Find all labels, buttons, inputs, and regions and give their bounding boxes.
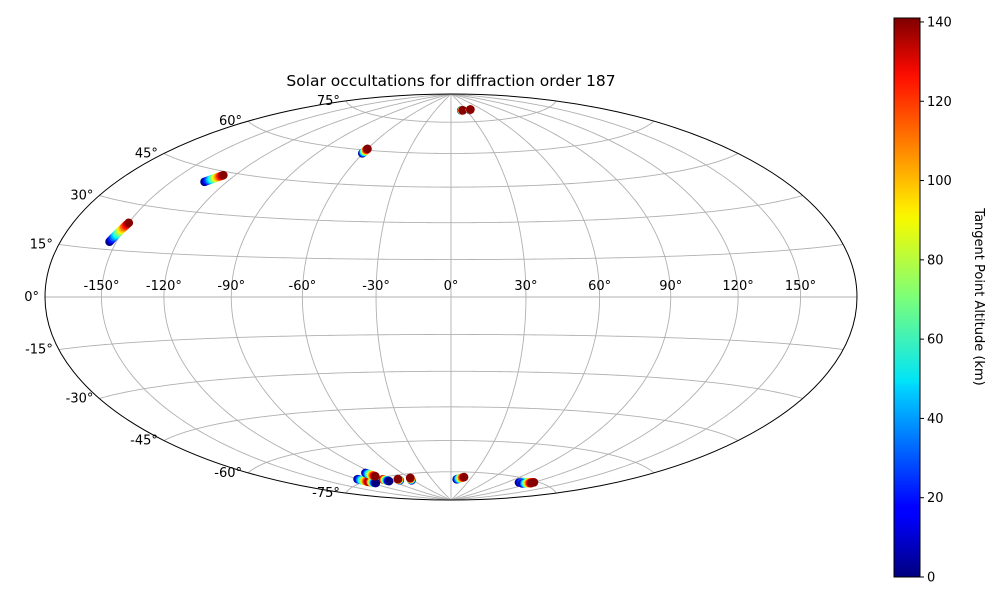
latitude-tick-label: 30° <box>70 189 93 204</box>
occultation-point <box>459 472 469 482</box>
colorbar-gradient <box>893 17 921 578</box>
colorbar-ticks: 0 20 40 60 80 100 120 140 <box>920 15 952 586</box>
grid-parallel <box>99 370 803 399</box>
grid-parallel <box>163 153 739 188</box>
data-points <box>105 105 539 488</box>
latitude-tick-label: 15° <box>30 237 53 252</box>
occultation-point <box>466 105 475 114</box>
longitude-tick-label: 30° <box>514 279 537 294</box>
colorbar-label: Tangent Point Altitude (km) <box>971 207 986 385</box>
latitude-tick-label: -15° <box>25 343 53 358</box>
longitude-tick-label: 0° <box>444 279 459 294</box>
occultation-point <box>393 474 403 484</box>
grid-parallel <box>58 244 844 260</box>
colorbar-tick-label: 140 <box>927 15 952 30</box>
chart-title: Solar occultations for diffraction order… <box>286 72 615 90</box>
longitude-tick-label: 150° <box>785 279 816 294</box>
longitude-tick-label: 120° <box>722 279 753 294</box>
occultation-point <box>219 170 228 180</box>
longitude-tick-label: -60° <box>289 279 317 294</box>
longitude-tick-label: -150° <box>83 279 119 294</box>
colorbar-tick-label: 120 <box>927 95 952 110</box>
latitude-tick-label: -30° <box>66 392 94 407</box>
longitude-tick-label: -30° <box>362 279 390 294</box>
grid-parallel <box>58 334 844 350</box>
map-grid <box>45 93 857 501</box>
colorbar-tick-label: 20 <box>927 491 944 506</box>
longitude-tick-label: 60° <box>588 279 611 294</box>
occultation-point <box>527 478 536 488</box>
occultation-point <box>371 478 381 488</box>
colorbar-tick-label: 40 <box>927 412 944 427</box>
latitude-tick-label: -45° <box>130 434 158 449</box>
occultation-point <box>363 144 372 154</box>
longitude-tick-label: -120° <box>146 279 182 294</box>
grid-parallel <box>163 406 739 441</box>
latitude-tick-label: -60° <box>214 466 242 481</box>
longitude-tick-label: 90° <box>659 279 682 294</box>
colorbar-tick-label: 80 <box>927 253 944 268</box>
occultation-point <box>370 471 380 481</box>
latitude-tick-label: 60° <box>219 114 242 129</box>
latitude-tick-label: 75° <box>317 94 340 109</box>
colorbar: 0 20 40 60 80 100 120 140 Tangent Point Altitud… <box>893 15 986 586</box>
colorbar-tick-label: 0 <box>927 571 935 586</box>
map-boundary <box>44 93 858 501</box>
grid-parallel <box>99 195 803 224</box>
grid-parallel <box>247 120 655 154</box>
occultation-point <box>458 106 468 115</box>
grid-parallel <box>345 100 557 123</box>
colorbar-tick-label: 60 <box>927 333 944 348</box>
occultation-point <box>124 218 134 228</box>
occultation-point <box>405 473 415 483</box>
latitude-tick-label: 0° <box>24 290 39 305</box>
occultation-point <box>384 476 394 486</box>
latitude-tick-labels: 75° 60° 45° 30° 15° 0° -15° -30° -45° -60° -75° <box>24 94 340 501</box>
colorbar-tick-label: 100 <box>927 174 952 189</box>
grid-parallel <box>247 440 655 474</box>
latitude-tick-label: -75° <box>312 486 340 501</box>
latitude-tick-label: 45° <box>135 146 158 161</box>
longitude-tick-label: -90° <box>217 279 245 294</box>
longitude-tick-labels: -150° -120° -90° -60° -30° 0° 30° 60° 90° 120° 150… <box>83 279 816 294</box>
